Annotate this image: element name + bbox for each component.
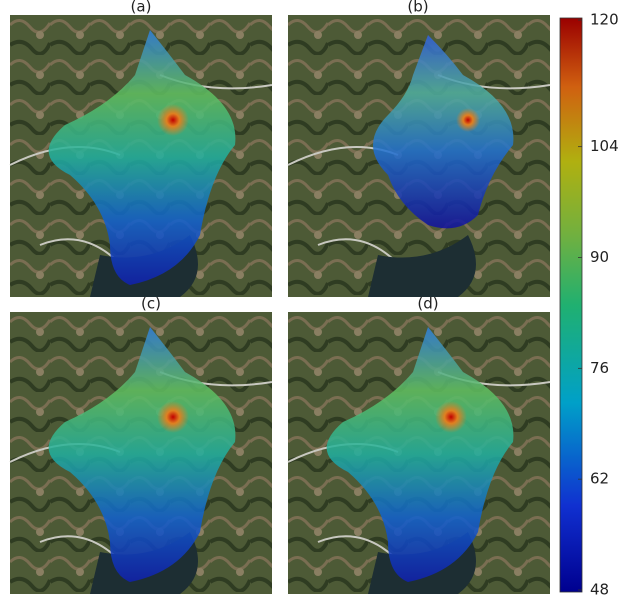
- tick-label: 48: [590, 581, 609, 599]
- panel-b: (b): [288, 0, 550, 297]
- colorbar: [560, 18, 582, 592]
- panel-label: (b): [407, 0, 428, 16]
- map: [288, 312, 550, 594]
- tick-label: 90: [590, 248, 609, 266]
- panel-d: (d): [288, 295, 550, 595]
- figure: (a) (b) (c) (d) 48 62 76 90 104 120: [0, 0, 629, 600]
- map: [10, 312, 272, 594]
- tick-label: 62: [590, 470, 609, 488]
- tick-label: 76: [590, 359, 609, 377]
- map: [288, 15, 550, 297]
- panel-label: (d): [417, 295, 438, 313]
- map: [10, 15, 272, 297]
- panel-c: (c): [10, 295, 272, 595]
- tick-label: 120: [590, 11, 619, 29]
- tick-label: 104: [590, 137, 619, 155]
- panel-label: (c): [141, 295, 161, 313]
- panel-a: (a): [10, 0, 272, 297]
- panel-label: (a): [131, 0, 152, 16]
